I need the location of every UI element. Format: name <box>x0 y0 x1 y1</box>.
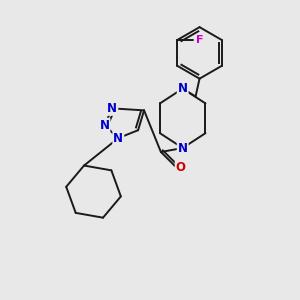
Text: O: O <box>176 161 186 174</box>
Text: N: N <box>107 102 117 115</box>
Text: N: N <box>99 119 110 132</box>
Text: F: F <box>196 35 204 45</box>
Text: N: N <box>178 82 188 95</box>
Text: N: N <box>178 142 188 154</box>
Text: N: N <box>113 132 123 145</box>
